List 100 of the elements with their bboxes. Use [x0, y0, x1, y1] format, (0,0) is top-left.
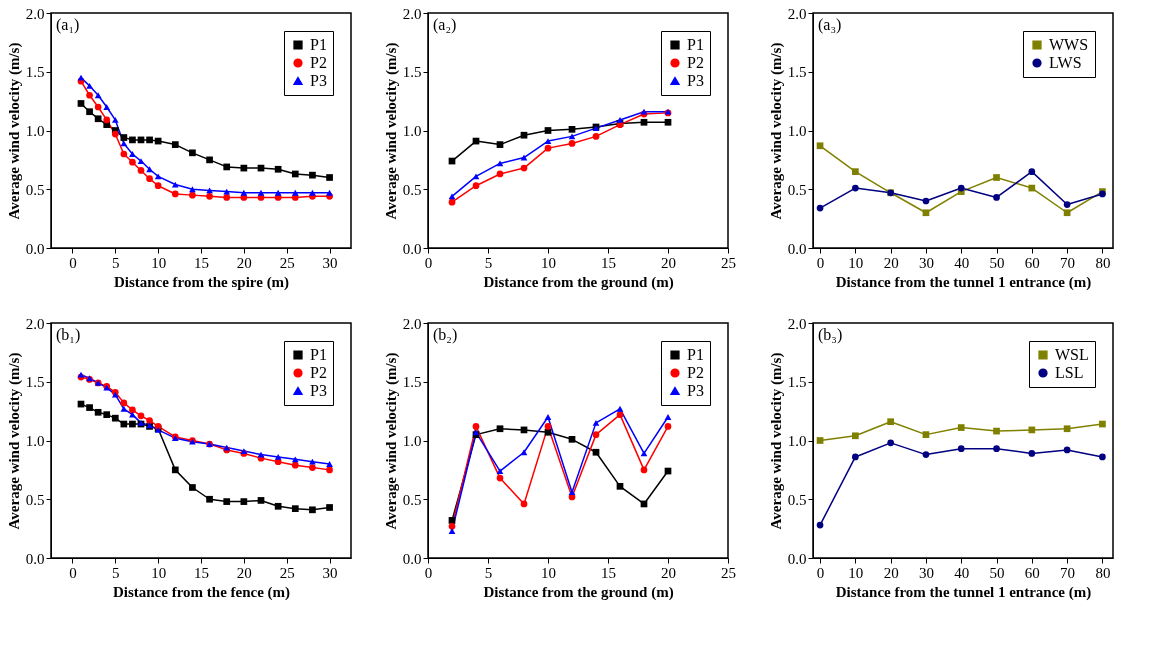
x-tick-label: 60 [1024, 564, 1040, 581]
annotation: (b₁) [56, 326, 81, 344]
y-tick-label: 2.0 [25, 315, 45, 332]
y-tick-label: 1.0 [787, 433, 807, 449]
x-axis-title: Distance from the tunnel 1 entrance (m) [835, 583, 1092, 601]
x-tick-label: 30 [322, 564, 338, 581]
y-tick-label: 1.5 [402, 374, 422, 391]
x-axis-title: Distance from the fence (m) [112, 583, 291, 601]
x-axis-title: Distance from the spire (m) [113, 273, 290, 291]
y-tick-label: 2.0 [402, 315, 422, 332]
x-tick-label: 10 [151, 564, 167, 581]
x-axis-title: Distance from the tunnel 1 entrance (m) [835, 273, 1092, 291]
x-tick-label: 5 [484, 564, 493, 581]
x-tick-label: 10 [848, 564, 864, 581]
legend-label: P3 [310, 382, 327, 399]
y-tick-label: 1.0 [402, 433, 422, 449]
legend-label: P2 [310, 54, 327, 71]
x-tick-label: 20 [236, 564, 252, 581]
x-tick-label: 0 [816, 254, 825, 271]
annotation: (a₃) [818, 16, 842, 34]
legend-label: P1 [687, 346, 704, 363]
x-tick-label: 20 [661, 564, 676, 581]
y-tick-label: 1.0 [25, 433, 45, 449]
y-tick-label: 0.0 [25, 240, 45, 257]
y-tick-label: 0.0 [402, 550, 422, 567]
x-tick-label: 20 [883, 254, 899, 271]
y-tick-label: 1.0 [787, 123, 807, 139]
y-axis-title: Average wind velocity (m/s) [382, 42, 400, 220]
legend-label: P2 [687, 54, 704, 71]
x-tick-label: 60 [1024, 254, 1040, 271]
y-tick-label: 0.5 [25, 181, 45, 198]
legend-label: P3 [687, 72, 704, 89]
x-tick-label: 15 [194, 564, 209, 581]
y-axis-title: Average wind velocity (m/s) [5, 42, 23, 220]
annotation: (a₁) [56, 16, 80, 34]
x-tick-label: 15 [194, 254, 209, 271]
x-tick-label: 15 [601, 254, 616, 271]
x-tick-label: 40 [954, 564, 970, 581]
x-tick-label: 20 [661, 254, 676, 271]
x-tick-label: 10 [151, 254, 167, 271]
y-tick-label: 1.0 [25, 123, 45, 139]
x-tick-label: 25 [721, 254, 736, 271]
x-tick-label: 10 [541, 254, 556, 271]
x-tick-label: 0 [424, 254, 433, 271]
x-tick-label: 50 [989, 564, 1005, 581]
y-tick-label: 1.5 [25, 64, 45, 81]
x-tick-label: 30 [322, 254, 338, 271]
x-tick-label: 25 [279, 254, 295, 271]
y-axis-title: Average wind velocity (m/s) [767, 352, 785, 530]
legend-label: P3 [310, 72, 327, 89]
legend-label: LWS [1049, 54, 1082, 71]
y-tick-label: 1.0 [402, 123, 422, 139]
x-tick-label: 5 [112, 254, 120, 271]
y-tick-label: 0.0 [402, 240, 422, 257]
x-tick-label: 10 [848, 254, 864, 271]
y-tick-label: 1.5 [787, 374, 807, 391]
y-tick-label: 0.0 [787, 240, 807, 257]
y-axis-title: Average wind velocity (m/s) [382, 352, 400, 530]
legend-label: P2 [687, 364, 704, 381]
legend-label: P3 [687, 382, 704, 399]
y-tick-label: 2.0 [402, 5, 422, 22]
x-tick-label: 80 [1095, 254, 1111, 271]
y-tick-label: 0.5 [402, 491, 422, 508]
legend-label: P1 [687, 36, 704, 53]
legend-label: P2 [310, 364, 327, 381]
legend-label: P1 [310, 36, 327, 53]
x-tick-label: 70 [1060, 564, 1076, 581]
x-tick-label: 5 [484, 254, 493, 271]
y-tick-label: 2.0 [25, 5, 45, 22]
x-tick-label: 0 [69, 254, 77, 271]
x-tick-label: 70 [1060, 254, 1076, 271]
x-tick-label: 20 [883, 564, 899, 581]
x-tick-label: 10 [541, 564, 556, 581]
y-tick-label: 2.0 [787, 5, 807, 22]
x-tick-label: 30 [918, 564, 934, 581]
y-tick-label: 1.5 [25, 374, 45, 391]
legend-label: P1 [310, 346, 327, 363]
x-tick-label: 40 [954, 254, 970, 271]
annotation: (b₂) [433, 326, 458, 344]
x-axis-title: Distance from the ground (m) [483, 273, 674, 291]
x-tick-label: 5 [112, 564, 120, 581]
y-tick-label: 0.0 [25, 550, 45, 567]
annotation: (a₂) [433, 16, 457, 34]
y-tick-label: 1.5 [787, 64, 807, 81]
annotation: (b₃) [818, 326, 843, 344]
x-tick-label: 0 [424, 564, 433, 581]
x-tick-label: 20 [236, 254, 252, 271]
y-tick-label: 0.0 [787, 550, 807, 567]
x-tick-label: 25 [279, 564, 295, 581]
legend-label: WSL [1055, 346, 1089, 363]
y-tick-label: 0.5 [25, 491, 45, 508]
y-axis-title: Average wind velocity (m/s) [5, 352, 23, 530]
x-tick-label: 25 [721, 564, 736, 581]
legend-label: WWS [1049, 36, 1089, 53]
y-axis-title: Average wind velocity (m/s) [767, 42, 785, 220]
y-tick-label: 2.0 [787, 315, 807, 332]
y-tick-label: 1.5 [402, 64, 422, 81]
legend-label: LSL [1055, 364, 1084, 381]
x-tick-label: 50 [989, 254, 1005, 271]
y-tick-label: 0.5 [787, 491, 807, 508]
